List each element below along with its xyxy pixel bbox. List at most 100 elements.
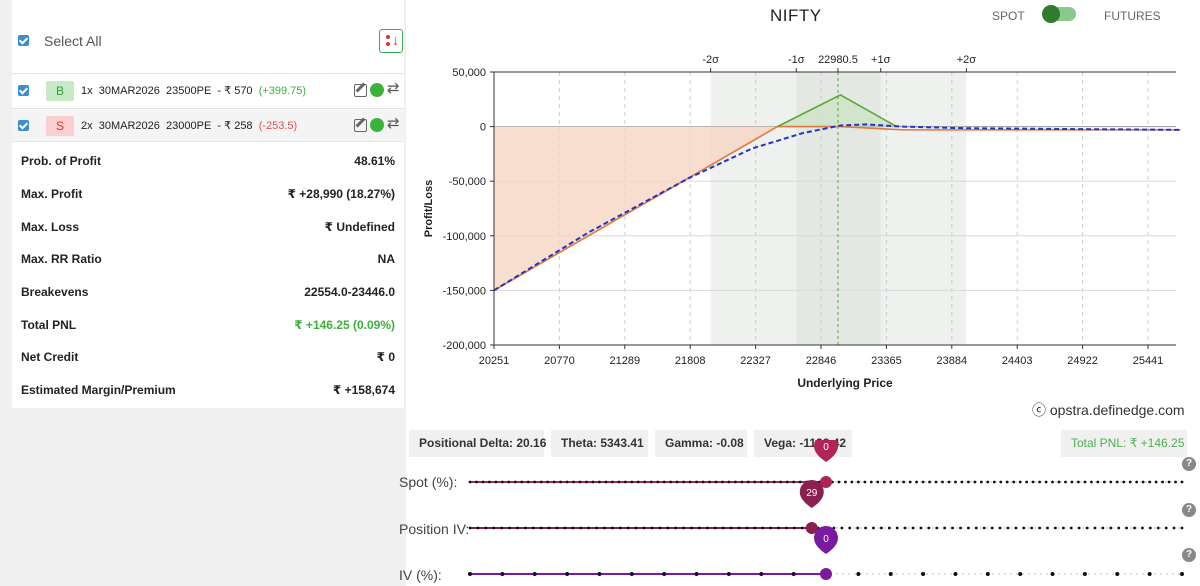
slider-tick-dot — [636, 480, 640, 484]
slider-tick-dot — [488, 480, 491, 484]
slider-tick-dot — [986, 480, 990, 484]
status-dot-icon[interactable] — [370, 118, 384, 132]
slider-handle[interactable] — [820, 568, 832, 580]
leg-actions: ⇄ — [354, 115, 404, 134]
buy-badge[interactable]: B — [46, 81, 74, 101]
slider-tick-dot — [889, 480, 893, 484]
slider-tick-dot — [682, 526, 685, 530]
slider-tick-dot — [595, 526, 598, 530]
spot-toggle-label[interactable]: SPOT — [992, 9, 1025, 23]
slider-tick-dot — [921, 572, 926, 576]
slider-tick-dot — [1125, 526, 1129, 530]
gamma: Gamma: -0.08 — [655, 430, 747, 457]
slider-tick-dot — [759, 480, 763, 484]
what-if-sliders[interactable]: 0 29 0 — [406, 440, 1196, 586]
leg-row: S 2x 30MAR2026 23000PE - ₹ 258 (-253.5) … — [12, 108, 404, 142]
edit-icon[interactable] — [354, 84, 367, 97]
slider-tick-dot — [1115, 480, 1119, 484]
slider-tick-dot — [1147, 572, 1152, 576]
payoff-chart[interactable]: 50,000 0 -50,000 -100,000 -150,000 -200,000 20… — [406, 40, 1200, 395]
sell-badge[interactable]: S — [46, 116, 74, 136]
status-dot-icon[interactable] — [370, 83, 384, 97]
stat-net-credit: Net Credit ₹ 0 — [21, 350, 404, 370]
sort-button[interactable]: ↓ — [379, 29, 403, 53]
slider-tick-dot — [1109, 480, 1113, 484]
leg-checkbox[interactable] — [18, 85, 29, 96]
slider-tick-dot — [1174, 480, 1177, 484]
slider-tick-dot — [559, 480, 563, 484]
help-icon[interactable]: ? — [1182, 503, 1196, 517]
stat-estimated-margin: Estimated Margin/Premium ₹ +158,674 — [21, 383, 404, 403]
slider-tick-dot — [533, 480, 537, 484]
swap-icon[interactable]: ⇄ — [387, 80, 400, 97]
slider-tick-dot — [500, 526, 504, 530]
y-tick-label: -150,000 — [443, 285, 486, 297]
slider-tick-dot — [713, 526, 717, 530]
slider-handle[interactable] — [820, 476, 832, 488]
slider-tick-dot — [662, 572, 667, 576]
slider-tick-dot — [973, 480, 977, 484]
top-tick-label: -2σ — [702, 54, 719, 66]
slider-tick-dot — [694, 572, 699, 576]
slider-tick-dot — [1085, 526, 1089, 530]
slider-tick-dot — [895, 526, 899, 530]
slider-tick-dot — [656, 480, 660, 484]
leg-checkbox[interactable] — [18, 120, 29, 131]
slider-tick-dot — [746, 480, 750, 484]
leg-pnl: (-253.5) — [258, 120, 298, 132]
slider-tick-dot — [895, 480, 899, 484]
x-tick-label: 22327 — [740, 355, 771, 367]
x-axis-label: Underlying Price — [797, 376, 893, 390]
select-all-label[interactable]: Select All — [44, 33, 102, 49]
slider-tick-dot — [701, 480, 705, 484]
strategy-panel: Select All ↓ B 1x 30MAR2026 23500PE - ₹ … — [12, 0, 404, 408]
slider-tick-dot — [1102, 480, 1106, 484]
futures-toggle-label[interactable]: FUTURES — [1104, 9, 1161, 23]
slider-tick-dot — [848, 526, 852, 530]
slider-tick-dot — [578, 480, 582, 484]
slider-tick-dot — [908, 480, 912, 484]
slider-tick-dot — [864, 526, 867, 530]
slider-value-bubble — [814, 526, 838, 554]
stat-value: 22554.0-23446.0 — [304, 285, 395, 299]
stat-value: ₹ +146.25 (0.09%) — [294, 318, 395, 332]
slider-tick-dot — [626, 526, 630, 530]
y-tick-label: 0 — [480, 122, 486, 134]
slider-tick-dot — [1018, 572, 1023, 576]
slider-value-text: 0 — [823, 534, 829, 545]
slider-tick-dot — [999, 480, 1003, 484]
sigma-band-2 — [710, 72, 797, 345]
top-tick-label: +1σ — [871, 54, 891, 66]
slider-tick-dot — [992, 480, 996, 484]
slider-tick-dot — [740, 480, 744, 484]
toggle-knob — [1042, 5, 1060, 23]
help-icon[interactable]: ? — [1182, 457, 1196, 471]
x-tick-label: 21289 — [610, 355, 641, 367]
slider-tick-dot — [1167, 480, 1171, 484]
slider-tick-dot — [1180, 480, 1184, 484]
slider-tick-dot — [759, 572, 764, 576]
slider-tick-dot — [532, 572, 537, 576]
swap-icon[interactable]: ⇄ — [387, 115, 400, 132]
slider-tick-dot — [520, 480, 524, 484]
slider-tick-dot — [708, 480, 711, 484]
spot-futures-toggle[interactable] — [1042, 5, 1076, 23]
edit-icon[interactable] — [354, 119, 367, 132]
slider-tick-dot — [1018, 480, 1022, 484]
position-iv-slider-label: Position IV: — [399, 521, 470, 537]
slider-tick-dot — [903, 526, 907, 530]
slider-tick-dot — [1006, 526, 1010, 530]
slider-tick-dot — [1164, 526, 1168, 530]
slider-tick-dot — [591, 480, 595, 484]
slider-tick-dot — [629, 572, 634, 576]
stat-label: Estimated Margin/Premium — [21, 383, 176, 397]
select-all-checkbox[interactable] — [18, 35, 29, 46]
slider-tick-dot — [1101, 526, 1105, 530]
slider-tick-dot — [919, 526, 923, 530]
slider-tick-dot — [753, 480, 757, 484]
help-icon[interactable]: ? — [1182, 548, 1196, 562]
spot-slider-label: Spot (%): — [399, 474, 458, 490]
slider-handle[interactable] — [805, 522, 818, 534]
slider-tick-dot — [604, 480, 608, 484]
slider-tick-dot — [1014, 526, 1018, 530]
